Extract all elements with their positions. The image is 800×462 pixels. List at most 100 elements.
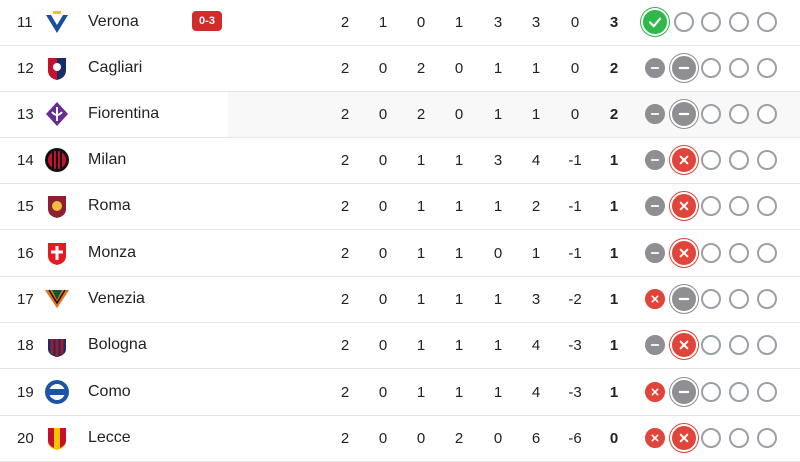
form-loss-icon[interactable] [645,289,665,309]
goals-for-cell: 1 [493,384,503,401]
lost-cell: 1 [454,245,464,262]
team-name[interactable]: Bologna [88,336,147,353]
form-loss-icon[interactable] [645,428,665,448]
table-row[interactable]: 13 Fiorentina 2 0 2 0 1 1 0 2 [0,92,800,138]
form-empty-icon[interactable] [701,58,721,78]
goals-against-cell: 1 [531,245,541,262]
table-row[interactable]: 14 Milan 2 0 1 1 3 4 -1 1 [0,138,800,184]
como-crest-icon [44,379,70,405]
played-cell: 2 [340,337,350,354]
form-empty-icon[interactable] [729,335,749,355]
played-cell: 2 [340,384,350,401]
form-draw-icon[interactable] [672,102,696,126]
table-row[interactable]: 19 Como 2 0 1 1 1 4 -3 1 [0,370,800,416]
form-empty-icon[interactable] [729,196,749,216]
points-cell: 2 [609,60,619,77]
team-name[interactable]: Milan [88,151,127,168]
goal-diff-cell: -3 [568,384,582,401]
form-draw-icon[interactable] [672,380,696,404]
won-cell: 0 [378,430,388,447]
form-empty-icon[interactable] [701,428,721,448]
form-empty-icon[interactable] [757,58,777,78]
table-row[interactable]: 20 Lecce 2 0 0 2 0 6 -6 0 [0,416,800,462]
team-name[interactable]: Verona [88,13,139,30]
form-empty-icon[interactable] [701,382,721,402]
rank-cell: 16 [17,245,34,262]
team-name[interactable]: Roma [88,197,131,214]
points-cell: 3 [609,14,619,31]
form-empty-icon[interactable] [729,382,749,402]
goals-for-cell: 1 [493,60,503,77]
form-empty-icon[interactable] [701,196,721,216]
team-name[interactable]: Fiorentina [88,105,160,122]
form-empty-icon[interactable] [674,12,694,32]
form-empty-icon[interactable] [701,243,721,263]
table-row[interactable]: 16 Monza 2 0 1 1 0 1 -1 1 [0,231,800,277]
form-loss-icon[interactable] [645,382,665,402]
form-empty-icon[interactable] [729,289,749,309]
form-empty-icon[interactable] [729,12,749,32]
bologna-crest-icon [44,332,70,358]
form-loss-icon[interactable] [672,148,696,172]
form-empty-icon[interactable] [757,382,777,402]
form-empty-icon[interactable] [729,243,749,263]
form-loss-icon[interactable] [672,333,696,357]
team-name[interactable]: Venezia [88,290,145,307]
team-name[interactable]: Lecce [88,429,131,446]
form-win-icon[interactable] [643,10,667,34]
form-empty-icon[interactable] [757,196,777,216]
goal-diff-cell: -6 [568,430,582,447]
goals-against-cell: 1 [531,60,541,77]
goals-for-cell: 1 [493,337,503,354]
table-row[interactable]: 11 Verona 0-3 2 1 0 1 3 3 0 3 [0,0,800,46]
form-loss-icon[interactable] [672,194,696,218]
form-empty-icon[interactable] [729,150,749,170]
form-draw-icon[interactable] [645,243,665,263]
goals-against-cell: 4 [531,152,541,169]
table-row[interactable]: 17 Venezia 2 0 1 1 1 3 -2 1 [0,277,800,323]
goals-against-cell: 3 [531,14,541,31]
team-name[interactable]: Monza [88,244,137,261]
team-name[interactable]: Como [88,383,131,400]
form-empty-icon[interactable] [701,289,721,309]
form-draw-icon[interactable] [645,104,665,124]
played-cell: 2 [340,198,350,215]
drawn-cell: 2 [416,60,426,77]
form-empty-icon[interactable] [729,104,749,124]
form-draw-icon[interactable] [645,335,665,355]
lost-cell: 1 [454,152,464,169]
live-score-badge[interactable]: 0-3 [192,11,222,31]
form-empty-icon[interactable] [757,289,777,309]
form-empty-icon[interactable] [757,150,777,170]
form-empty-icon[interactable] [701,104,721,124]
goals-for-cell: 3 [493,14,503,31]
drawn-cell: 1 [416,198,426,215]
milan-crest-icon [44,147,70,173]
form-empty-icon[interactable] [729,428,749,448]
form-draw-icon[interactable] [645,196,665,216]
form-loss-icon[interactable] [672,426,696,450]
form-empty-icon[interactable] [757,12,777,32]
form-empty-icon[interactable] [757,428,777,448]
form-empty-icon[interactable] [701,150,721,170]
form-draw-icon[interactable] [645,150,665,170]
rank-cell: 17 [17,291,34,308]
form-empty-icon[interactable] [701,12,721,32]
form-empty-icon[interactable] [757,104,777,124]
lost-cell: 1 [454,198,464,215]
table-row[interactable]: 15 Roma 2 0 1 1 1 2 -1 1 [0,184,800,230]
team-name[interactable]: Cagliari [88,59,143,76]
form-empty-icon[interactable] [729,58,749,78]
table-row[interactable]: 18 Bologna 2 0 1 1 1 4 -3 1 [0,323,800,369]
form-draw-icon[interactable] [672,56,696,80]
form-empty-icon[interactable] [757,243,777,263]
form-draw-icon[interactable] [672,287,696,311]
form-empty-icon[interactable] [757,335,777,355]
form-empty-icon[interactable] [701,335,721,355]
form-draw-icon[interactable] [645,58,665,78]
verona-crest-icon [44,9,70,35]
table-row[interactable]: 12 Cagliari 2 0 2 0 1 1 0 2 [0,46,800,92]
form-loss-icon[interactable] [672,241,696,265]
points-cell: 1 [609,291,619,308]
